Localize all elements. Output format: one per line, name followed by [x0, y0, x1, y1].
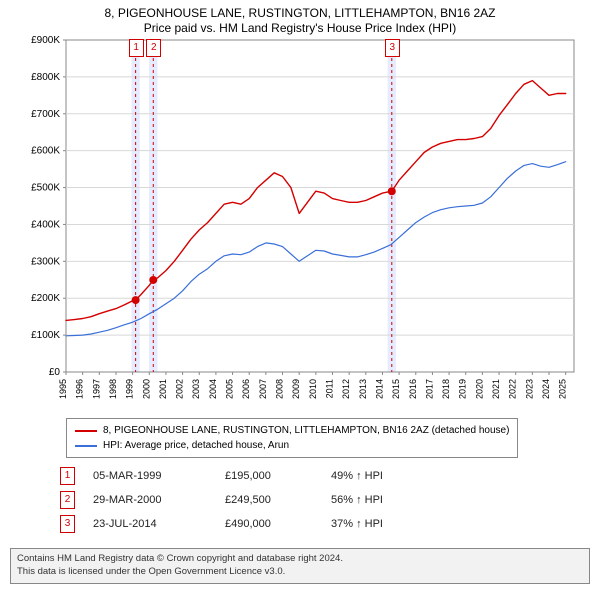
sale-point — [132, 296, 140, 304]
x-tick-label: 2000 — [141, 379, 151, 399]
x-tick-label: 1999 — [125, 379, 135, 399]
y-tick-label: £900K — [31, 36, 60, 46]
x-tick-label: 2020 — [474, 379, 484, 399]
legend-label-hpi: HPI: Average price, detached house, Arun — [103, 438, 289, 453]
x-tick-label: 2025 — [558, 379, 568, 399]
table-row: 1 05-MAR-1999 £195,000 49% ↑ HPI — [60, 464, 451, 488]
x-tick-label: 2022 — [508, 379, 518, 399]
chart-svg: £0 £100K £200K £300K £400K £500K £600K £700K £80… — [20, 36, 580, 416]
sale-date: 05-MAR-1999 — [93, 470, 225, 482]
sale-marker-1: 1 — [60, 467, 75, 485]
x-tick-label: 2017 — [424, 379, 434, 399]
x-tick-label: 1995 — [58, 379, 68, 399]
top-marker-1: 1 — [129, 39, 144, 57]
x-tick-label: 1996 — [75, 379, 85, 399]
sale-pct: 56% ↑ HPI — [331, 494, 451, 506]
x-tick-label: 2011 — [324, 379, 334, 398]
x-tick-label: 2015 — [391, 379, 401, 399]
x-tick-label: 2009 — [291, 379, 301, 399]
x-tick-label: 2005 — [225, 379, 235, 399]
series-price_paid — [66, 81, 566, 321]
sale-price: £249,500 — [225, 494, 331, 506]
page: 8, PIGEONHOUSE LANE, RUSTINGTON, LITTLEH… — [0, 0, 600, 590]
top-marker-3: 3 — [385, 39, 400, 57]
footer-line2: This data is licensed under the Open Gov… — [17, 566, 583, 579]
x-tick-label: 2006 — [241, 379, 251, 399]
x-tick-label: 2019 — [458, 379, 468, 399]
plot-border — [66, 40, 574, 372]
legend-swatch-price-paid — [75, 430, 97, 432]
chart-area: £0 £100K £200K £300K £400K £500K £600K £700K £80… — [20, 36, 580, 416]
sale-date: 29-MAR-2000 — [93, 494, 225, 506]
sale-marker-3: 3 — [60, 515, 75, 533]
chart-titles: 8, PIGEONHOUSE LANE, RUSTINGTON, LITTLEH… — [0, 0, 600, 36]
y-tick-label: £700K — [31, 109, 60, 120]
y-tick-label: £800K — [31, 72, 60, 83]
x-tick-label: 2014 — [374, 379, 384, 399]
top-marker-2: 2 — [146, 39, 161, 57]
x-tick-label: 2012 — [341, 379, 351, 399]
y-tick-label: £600K — [31, 146, 60, 157]
legend: 8, PIGEONHOUSE LANE, RUSTINGTON, LITTLEH… — [66, 418, 518, 458]
x-tick-label: 2024 — [541, 379, 551, 399]
x-tick-label: 2003 — [191, 379, 201, 399]
sales-table: 1 05-MAR-1999 £195,000 49% ↑ HPI 2 29-MA… — [60, 464, 451, 536]
x-tick-label: 2004 — [208, 379, 218, 399]
legend-swatch-hpi — [75, 445, 97, 447]
sale-price: £490,000 — [225, 518, 331, 530]
attribution-footer: Contains HM Land Registry data © Crown c… — [10, 548, 590, 584]
x-tick-label: 2007 — [258, 379, 268, 399]
footer-line1: Contains HM Land Registry data © Crown c… — [17, 553, 583, 566]
sale-pct: 49% ↑ HPI — [331, 470, 451, 482]
x-tick-label: 2002 — [175, 379, 185, 399]
sale-point — [388, 187, 396, 195]
legend-item-hpi: HPI: Average price, detached house, Arun — [75, 438, 509, 453]
x-tick-label: 2010 — [308, 379, 318, 399]
y-tick-label: £500K — [31, 183, 60, 194]
y-tick-label: £300K — [31, 256, 60, 267]
legend-item-price-paid: 8, PIGEONHOUSE LANE, RUSTINGTON, LITTLEH… — [75, 423, 509, 438]
y-tick-label: £100K — [31, 330, 60, 341]
y-tick-label: £0 — [49, 367, 61, 378]
sale-point — [149, 276, 157, 284]
legend-label-price-paid: 8, PIGEONHOUSE LANE, RUSTINGTON, LITTLEH… — [103, 423, 509, 438]
x-tick-label: 2016 — [408, 379, 418, 399]
sale-price: £195,000 — [225, 470, 331, 482]
x-tick-label: 2021 — [491, 379, 501, 399]
table-row: 2 29-MAR-2000 £249,500 56% ↑ HPI — [60, 488, 451, 512]
title-address: 8, PIGEONHOUSE LANE, RUSTINGTON, LITTLEH… — [0, 6, 600, 21]
x-tick-label: 2023 — [524, 379, 534, 399]
sale-pct: 37% ↑ HPI — [331, 518, 451, 530]
x-tick-label: 2008 — [275, 379, 285, 399]
sale-marker-2: 2 — [60, 491, 75, 509]
title-subtitle: Price paid vs. HM Land Registry's House … — [0, 21, 600, 36]
x-tick-label: 2001 — [158, 379, 168, 399]
table-row: 3 23-JUL-2014 £490,000 37% ↑ HPI — [60, 512, 451, 536]
x-tick-label: 1998 — [108, 379, 118, 399]
sale-date: 23-JUL-2014 — [93, 518, 225, 530]
y-tick-label: £400K — [31, 219, 60, 230]
x-tick-label: 1997 — [91, 379, 101, 399]
y-tick-label: £200K — [31, 293, 60, 304]
x-tick-label: 2013 — [358, 379, 368, 399]
x-tick-label: 2018 — [441, 379, 451, 399]
